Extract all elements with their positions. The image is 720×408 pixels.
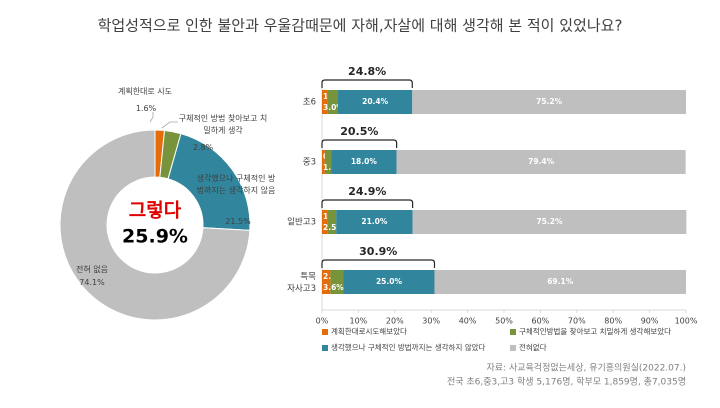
x-tick-label: 100% [675, 317, 698, 326]
pie-value-label: 74.1% [79, 278, 105, 287]
bar-segment [324, 150, 332, 174]
x-tick-label: 10% [350, 317, 368, 326]
pie-label: 전혀 없음 [76, 265, 108, 274]
bar-value-label: 3.0% [323, 103, 344, 112]
bar-value-label: 21.0% [361, 217, 388, 226]
center-value: 25.9% [122, 226, 188, 248]
bar-value-label: 2.5% [323, 223, 344, 232]
x-tick-label: 50% [495, 317, 513, 326]
x-tick-label: 60% [532, 317, 550, 326]
bar-segment [322, 90, 328, 114]
x-tick-label: 40% [459, 317, 477, 326]
bar-segment [322, 210, 328, 234]
y-tick-label-line: 자사고3 [287, 284, 316, 294]
x-tick-label: 20% [386, 317, 404, 326]
bar-value-label: 69.1% [547, 277, 574, 286]
leader-line [161, 121, 178, 129]
center-text: 그렇다 [129, 200, 182, 222]
legend-swatch [322, 329, 328, 335]
total-label: 30.9% [359, 245, 397, 258]
bar-value-label: 75.2% [536, 97, 563, 106]
x-tick-label: 30% [422, 317, 440, 326]
total-label: 20.5% [340, 125, 378, 138]
bar-segment [412, 210, 687, 234]
pie-hole [107, 177, 203, 273]
bar-value-label: 20.4% [362, 97, 389, 106]
bar-segment [327, 210, 337, 234]
total-label: 24.9% [348, 185, 386, 198]
legend-label: 전혀없다 [519, 342, 547, 352]
bar-value-label: 79.4% [528, 157, 555, 166]
y-tick-label: 중3 [303, 158, 316, 168]
bar-value-label: 75.2% [536, 217, 563, 226]
leader-line [149, 112, 154, 123]
x-tick-label: 80% [604, 317, 622, 326]
bar-segment [396, 150, 686, 174]
bar-segment [322, 270, 331, 294]
bar-segment [412, 90, 686, 114]
y-tick-label: 일반고3 [287, 217, 316, 228]
bar-segment [338, 90, 413, 114]
bar-segment [330, 270, 344, 294]
y-tick-label: 초6 [303, 98, 316, 108]
legend-swatch [510, 329, 516, 335]
legend-label: 구체적인방법을 찾아보고 치밀하게 생각해보았다 [519, 326, 671, 336]
bar-value-label: 3.6% [323, 283, 344, 292]
bar-segment [343, 270, 435, 294]
total-bracket [321, 139, 398, 148]
legend-label: 계획한대로시도해보았다 [331, 326, 407, 336]
pie-value-label: 1.6% [135, 104, 157, 113]
total-bracket [321, 259, 436, 268]
total-bracket [321, 199, 414, 208]
pie-label: 계획한대로 시도 [117, 87, 173, 96]
source: 전국 초6,중3,고3 학생 5,176명, 학부모 1,859명, 총7,03… [447, 377, 686, 388]
x-tick-label: 0% [316, 317, 329, 326]
total-bracket [321, 79, 413, 88]
pie-label: 구체적인 방법 찾아보고 치밀하게 생각 [178, 114, 268, 135]
bar-segment [336, 210, 413, 234]
source: 자료: 사교육걱정없는세상, 유기홍의원실(2022.07.) [487, 362, 686, 374]
bar-segment [327, 90, 339, 114]
bar-segment [434, 270, 686, 294]
y-tick-label-line: 특목 [300, 272, 316, 282]
x-tick-label: 90% [641, 317, 659, 326]
title: 학업성적으로 인한 불안과 우울감때문에 자해,자살에 대해 생각해 본 적이 … [98, 17, 623, 35]
bar-value-label: 25.0% [376, 277, 403, 286]
x-tick-label: 70% [568, 317, 586, 326]
bar-segment [322, 150, 325, 174]
total-label: 24.8% [348, 65, 386, 78]
pie-label: 생각했으나 구체적인 방법까지는 생각하지 않음 [196, 174, 276, 195]
legend-swatch [510, 345, 516, 351]
legend-swatch [322, 345, 328, 351]
legend-label: 생각했으나 구체적인 방법까지는 생각하지 않았다 [331, 342, 486, 352]
bar-value-label: 18.0% [351, 157, 378, 166]
pie-value-label: 21.5% [225, 217, 251, 226]
pie-value-label: 2.8% [192, 143, 214, 152]
bar-segment [331, 150, 397, 174]
